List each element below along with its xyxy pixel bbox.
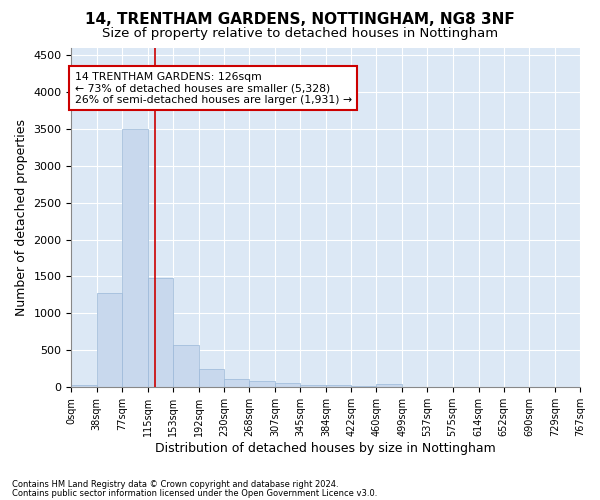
Text: Contains public sector information licensed under the Open Government Licence v3: Contains public sector information licen… [12, 488, 377, 498]
X-axis label: Distribution of detached houses by size in Nottingham: Distribution of detached houses by size … [155, 442, 496, 455]
Bar [148, 278, 173, 387]
Bar [199, 370, 224, 387]
Bar [249, 382, 275, 387]
Y-axis label: Number of detached properties: Number of detached properties [15, 119, 28, 316]
Text: 14, TRENTHAM GARDENS, NOTTINGHAM, NG8 3NF: 14, TRENTHAM GARDENS, NOTTINGHAM, NG8 3N… [85, 12, 515, 28]
Bar [300, 385, 326, 387]
Bar [173, 345, 199, 387]
Text: Contains HM Land Registry data © Crown copyright and database right 2024.: Contains HM Land Registry data © Crown c… [12, 480, 338, 489]
Bar [122, 128, 148, 387]
Bar [351, 386, 376, 387]
Bar [275, 383, 300, 387]
Text: Size of property relative to detached houses in Nottingham: Size of property relative to detached ho… [102, 28, 498, 40]
Bar [97, 294, 122, 387]
Bar [326, 385, 351, 387]
Bar [71, 384, 97, 387]
Bar [376, 384, 402, 387]
Bar [224, 378, 249, 387]
Text: 14 TRENTHAM GARDENS: 126sqm
← 73% of detached houses are smaller (5,328)
26% of : 14 TRENTHAM GARDENS: 126sqm ← 73% of det… [75, 72, 352, 105]
